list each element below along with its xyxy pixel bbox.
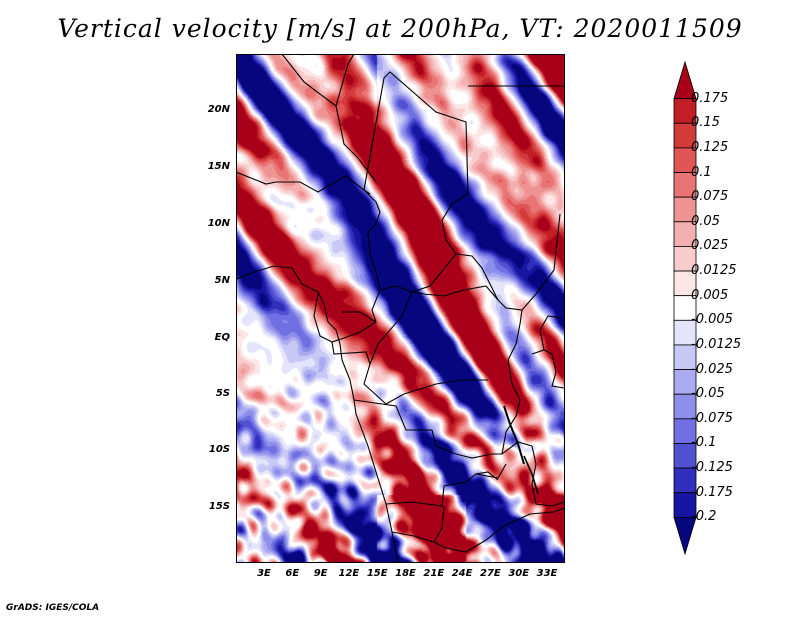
border-line: [331, 341, 488, 405]
colorbar-label: -0.025: [691, 361, 733, 377]
lake: [523, 455, 539, 495]
colorbar-label: -0.0125: [691, 336, 742, 352]
colorbar-label: -0.2: [691, 509, 717, 525]
colorbar-label: 0.125: [691, 139, 729, 155]
colorbar-label: 0.15: [691, 115, 720, 131]
colorbar-label: 0.005: [691, 287, 729, 303]
colorbar-label: 0.0125: [691, 263, 737, 279]
latitude-label: 5N: [214, 275, 230, 286]
longitude-label: 12E: [338, 568, 360, 579]
longitude-label: 30E: [508, 568, 530, 579]
border-line: [433, 507, 564, 553]
coastline: [236, 265, 399, 562]
colorbar-label: 0.075: [691, 189, 729, 205]
latitude-label: 15N: [207, 161, 230, 172]
colorbar-label: 0.05: [691, 213, 720, 229]
border-line: [369, 285, 499, 365]
colorbar-label: 0.175: [691, 90, 729, 106]
border-line: [539, 315, 563, 351]
latitude-label: 20N: [207, 104, 230, 115]
colorbar-label: -0.175: [691, 484, 733, 500]
longitude-label: 15E: [366, 568, 388, 579]
country-borders: [236, 54, 564, 562]
colorbar-swatch: [673, 516, 697, 556]
colorbar-label: -0.1: [691, 435, 717, 451]
border-line: [236, 171, 371, 195]
longitude-label: 6E: [285, 568, 300, 579]
vertical-velocity-map: [236, 54, 565, 563]
longitude-label: 24E: [451, 568, 473, 579]
grads-credit: GrADS: IGES/COLA: [6, 603, 100, 613]
longitude-label: 9E: [313, 568, 328, 579]
latitude-label: 5S: [215, 388, 230, 399]
colorbar-label: -0.125: [691, 460, 733, 476]
latitude-label: 10N: [207, 218, 230, 229]
longitude-label: 3E: [257, 568, 271, 579]
longitude-label: 27E: [480, 568, 501, 579]
lake: [475, 471, 499, 481]
longitude-label: 21E: [423, 568, 445, 579]
colorbar: [673, 60, 697, 556]
latitude-label: EQ: [214, 332, 230, 343]
border-line: [531, 349, 564, 389]
map-title: Vertical velocity [m/s] at 200hPa, VT: 2…: [57, 14, 743, 43]
colorbar-label: 0.1: [691, 164, 712, 180]
lake: [503, 405, 525, 465]
colorbar-label: -0.005: [691, 312, 733, 328]
latitude-label: 15S: [208, 501, 230, 512]
border-line: [335, 105, 377, 183]
longitude-label: 33E: [536, 568, 558, 579]
colorbar-label: -0.075: [691, 410, 733, 426]
border-line: [313, 189, 381, 343]
colorbar-label: -0.05: [691, 386, 725, 402]
latitude-label: 10S: [208, 444, 230, 455]
map-frame: [236, 54, 565, 563]
border-line: [353, 399, 533, 459]
longitude-label: 18E: [395, 568, 416, 579]
border-line: [342, 311, 377, 323]
border-line: [531, 445, 564, 507]
colorbar-label: 0.025: [691, 238, 729, 254]
border-line: [501, 309, 523, 455]
